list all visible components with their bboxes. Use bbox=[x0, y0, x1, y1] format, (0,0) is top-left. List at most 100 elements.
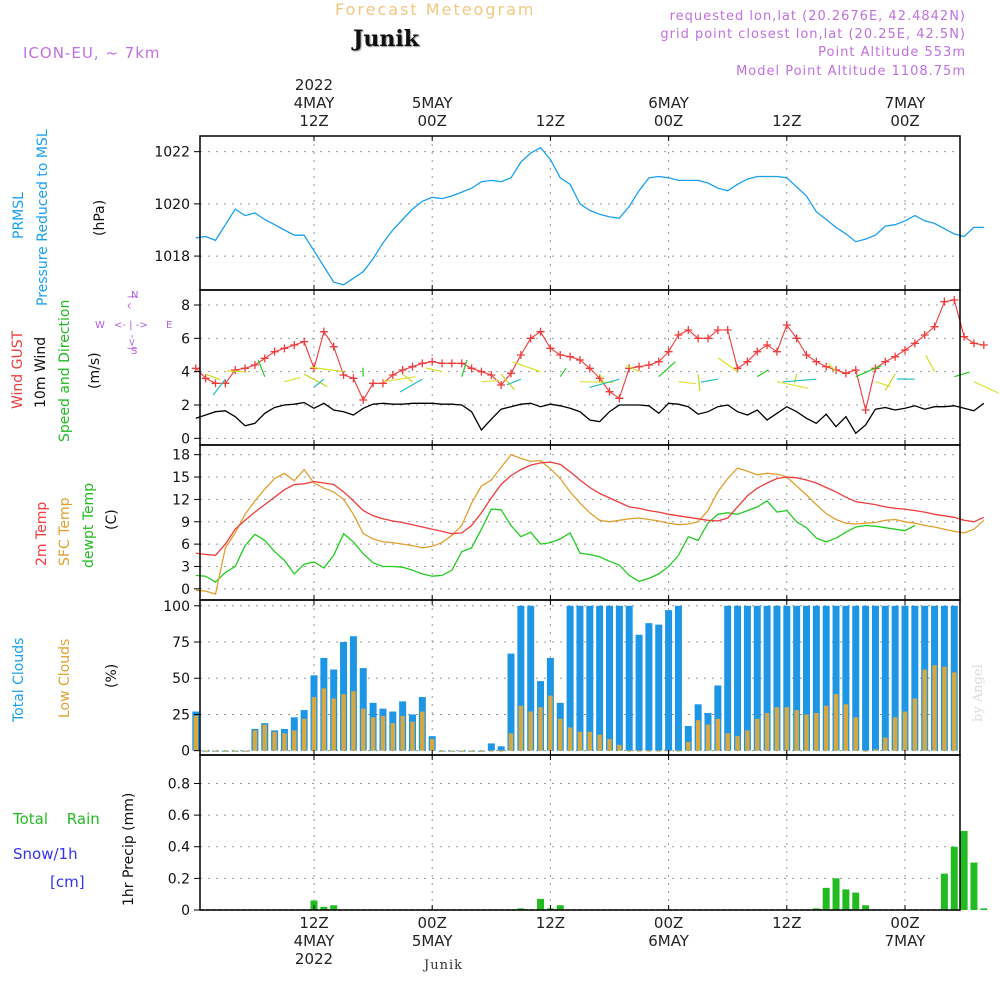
gust-point bbox=[556, 351, 565, 359]
rain-bar bbox=[320, 906, 328, 910]
y-tick-label-temperature: 15 bbox=[172, 470, 190, 486]
total-cloud-bar bbox=[576, 605, 584, 751]
low-cloud-bar bbox=[538, 707, 543, 751]
gust-point bbox=[910, 339, 919, 348]
wind-label-10m: 10m Wind bbox=[33, 336, 49, 408]
gust-point bbox=[930, 322, 939, 331]
total-cloud-bar bbox=[832, 605, 840, 751]
rain-bar bbox=[537, 898, 545, 910]
top-axis-label-4-line3: 00Z bbox=[653, 112, 684, 130]
gust-point bbox=[743, 357, 752, 366]
gust-point bbox=[418, 359, 427, 368]
wind-direction-arrow bbox=[402, 373, 413, 383]
gust-point bbox=[438, 359, 447, 368]
gust-point bbox=[546, 344, 555, 353]
y-tick-label-precipitation: 0.8 bbox=[168, 776, 190, 792]
low-cloud-bar bbox=[853, 717, 858, 751]
gust-point bbox=[753, 347, 762, 356]
total-cloud-bar bbox=[724, 605, 732, 751]
bottom-axis-label-6-line1: 00Z bbox=[890, 914, 920, 932]
gust-point bbox=[792, 334, 801, 343]
compass-w: W bbox=[95, 320, 105, 331]
low-cloud-bar bbox=[656, 750, 661, 752]
gust-point bbox=[595, 374, 604, 383]
wind-direction-arrow bbox=[793, 374, 798, 384]
low-cloud-bar bbox=[518, 705, 524, 751]
gust-point bbox=[713, 326, 722, 334]
low-cloud-bar bbox=[587, 731, 592, 751]
wind-label-gust: Wind GUST bbox=[10, 330, 26, 409]
gust-point bbox=[467, 364, 476, 373]
wind-direction-arrow bbox=[500, 373, 515, 391]
gust-point bbox=[723, 326, 732, 334]
total-cloud-bar bbox=[517, 605, 525, 751]
gust-point bbox=[260, 354, 269, 363]
pressure-label-2: Pressure Reduced to MSL bbox=[35, 129, 51, 306]
gust-point bbox=[782, 321, 791, 329]
total-cloud-bar bbox=[714, 685, 722, 751]
low-cloud-bar bbox=[646, 750, 652, 752]
wind-direction-arrow bbox=[310, 366, 344, 373]
wind-direction-arrow bbox=[776, 381, 809, 389]
y-tick-label-temperature: 12 bbox=[172, 492, 190, 508]
gust-point bbox=[526, 334, 535, 343]
low-cloud-bar bbox=[252, 730, 258, 751]
temp-2m-line bbox=[195, 461, 985, 556]
rain-bar bbox=[980, 908, 988, 910]
low-cloud-bar bbox=[764, 712, 770, 751]
total-cloud-bar bbox=[487, 743, 495, 751]
top-axis-label-1-line1: 2022 bbox=[294, 76, 334, 94]
watermark: by Angel bbox=[971, 664, 986, 722]
low-cloud-bar bbox=[203, 750, 208, 752]
y-tick-label-wind: 2 bbox=[181, 398, 190, 414]
total-cloud-bar bbox=[684, 726, 692, 751]
low-cloud-bar bbox=[577, 731, 583, 751]
gust-point bbox=[378, 379, 387, 388]
low-cloud-bar bbox=[558, 718, 563, 751]
gust-point bbox=[201, 374, 210, 383]
total-cloud-bar bbox=[763, 605, 771, 751]
low-cloud-bar bbox=[725, 733, 730, 751]
wind-direction-arrow bbox=[782, 378, 817, 383]
model-altitude: Model Point Altitude 1108.75m bbox=[736, 64, 966, 79]
compass-s: S bbox=[131, 346, 138, 357]
low-cloud-bar bbox=[479, 750, 484, 752]
gust-point bbox=[920, 331, 929, 339]
low-cloud-bar bbox=[262, 724, 267, 751]
low-cloud-bar bbox=[351, 691, 356, 751]
low-cloud-bar bbox=[735, 736, 740, 751]
compass-e: E bbox=[166, 320, 173, 331]
bottom-axis-label-5-line1: 12Z bbox=[772, 914, 802, 932]
temp-unit: (C) bbox=[104, 509, 120, 530]
gust-point bbox=[615, 394, 624, 403]
wind-direction-arrow bbox=[425, 367, 443, 373]
top-axis-label-3-line3: 12Z bbox=[535, 112, 566, 130]
wind-direction-arrow bbox=[884, 373, 896, 391]
low-cloud-bar bbox=[843, 704, 849, 751]
gust-point bbox=[566, 352, 575, 361]
low-cloud-bar bbox=[912, 698, 918, 751]
gust-point bbox=[211, 379, 220, 388]
bottom-axis-label-1-line2: 4MAY bbox=[293, 932, 335, 950]
wind-direction-arrow bbox=[205, 373, 221, 381]
low-cloud-bar bbox=[794, 710, 799, 751]
gust-point bbox=[408, 362, 417, 371]
low-cloud-bar bbox=[528, 711, 533, 751]
low-cloud-bar bbox=[400, 715, 405, 751]
rain-bar bbox=[940, 873, 948, 910]
rain-bar bbox=[842, 889, 850, 910]
low-cloud-bar bbox=[863, 750, 868, 752]
low-cloud-bar bbox=[489, 750, 494, 752]
low-cloud-bar bbox=[410, 721, 415, 751]
wind-direction-arrow bbox=[481, 379, 500, 383]
total-cloud-bar bbox=[586, 605, 594, 751]
wind-direction-arrow bbox=[512, 361, 541, 373]
low-cloud-bar bbox=[380, 715, 386, 751]
top-axis-label-1-line3: 12Z bbox=[299, 112, 329, 130]
gust-point bbox=[477, 367, 486, 376]
total-cloud-bar bbox=[734, 605, 742, 751]
low-cloud-bar bbox=[636, 750, 642, 752]
gust-point bbox=[250, 361, 259, 369]
gust-point bbox=[290, 341, 299, 349]
rain-bar bbox=[950, 846, 958, 910]
